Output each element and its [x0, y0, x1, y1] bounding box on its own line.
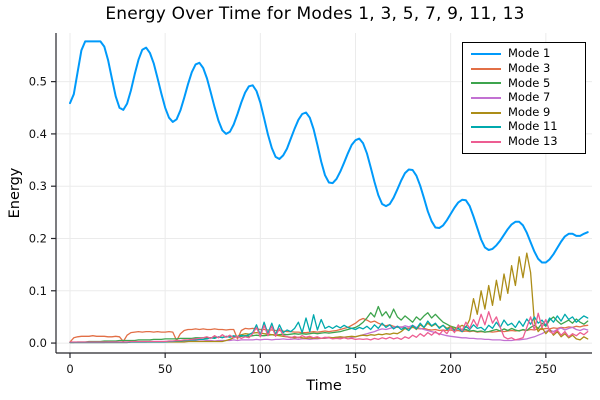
legend-item-mode-13: Mode 13	[471, 135, 577, 147]
y-tick-label: 0.4	[29, 127, 47, 141]
legend-line-swatch	[471, 111, 501, 114]
legend-label: Mode 1	[508, 46, 551, 61]
x-tick-label: 0	[66, 362, 73, 376]
y-tick-label: 0.1	[29, 284, 47, 298]
series-line-mode-13	[69, 311, 589, 343]
legend-item-mode-5: Mode 5	[471, 77, 577, 89]
legend-item-mode-3: Mode 3	[471, 63, 577, 75]
y-tick-label: 0.2	[29, 231, 47, 245]
y-axis-label: Energy	[7, 167, 23, 219]
legend-label: Mode 13	[508, 133, 558, 148]
y-tick-label: 0.5	[29, 75, 47, 89]
x-axis-label: Time	[306, 378, 342, 394]
x-tick-label: 250	[535, 362, 557, 376]
legend-label: Mode 5	[508, 75, 551, 90]
legend-line-swatch	[471, 82, 501, 85]
x-tick-label: 100	[249, 362, 271, 376]
legend-line-swatch	[471, 140, 501, 143]
legend-item-mode-11: Mode 11	[471, 121, 577, 133]
chart-title: Energy Over Time for Modes 1, 3, 5, 7, 9…	[105, 4, 525, 24]
legend-item-mode-7: Mode 7	[471, 92, 577, 104]
x-tick-label: 150	[345, 362, 367, 376]
y-tick-label: 0.3	[29, 179, 47, 193]
legend-item-mode-1: Mode 1	[471, 48, 577, 60]
legend-label: Mode 3	[508, 61, 551, 76]
series-line-mode-1	[69, 40, 589, 264]
legend-line-swatch	[471, 126, 501, 129]
legend-label: Mode 7	[508, 90, 551, 105]
legend-line-swatch	[471, 96, 501, 99]
x-tick-label: 200	[440, 362, 462, 376]
legend-label: Mode 9	[508, 104, 551, 119]
y-tick-label: 0.0	[29, 336, 47, 350]
legend: Mode 1 Mode 3 Mode 5 Mode 7 Mode 9 Mode 11 Mod…	[462, 42, 586, 154]
legend-line-swatch	[471, 53, 501, 56]
x-tick-label: 50	[158, 362, 173, 376]
legend-item-mode-9: Mode 9	[471, 106, 577, 118]
legend-label: Mode 11	[508, 119, 558, 134]
legend-line-swatch	[471, 67, 501, 70]
